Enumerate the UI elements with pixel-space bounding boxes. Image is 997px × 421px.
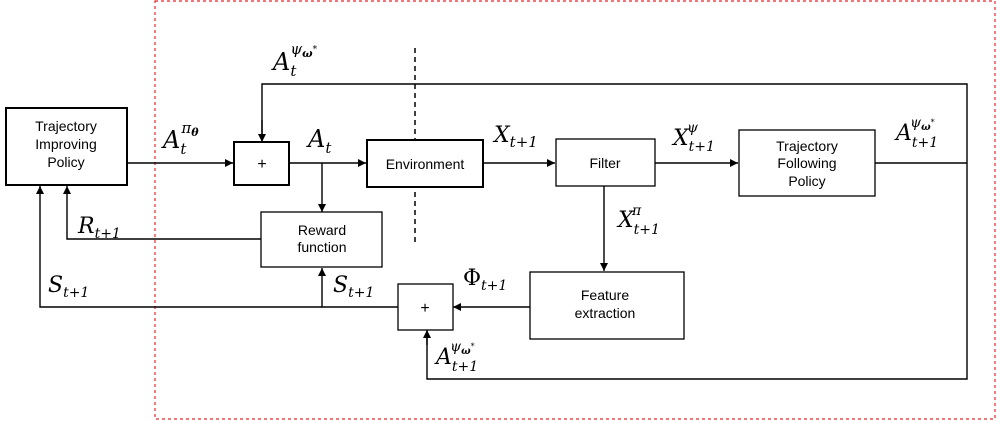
block-sum-top: + [233, 141, 290, 186]
signal-label-x-t1-pi: Xt+1π [616, 203, 660, 238]
block-label: Environment [386, 156, 465, 172]
plus-symbol: + [420, 300, 429, 317]
system-boundary [154, 0, 996, 420]
signal-label-a-t1-psi-omega-right: At+1ψω* [894, 115, 938, 151]
signal-label-a-t1-psi-omega-bottom: At+1ψω* [434, 339, 478, 375]
signal-label-s-t1-left: St+1 [48, 273, 89, 301]
wire-feedback-loop-right [261, 83, 968, 380]
block-label: Filter [589, 155, 620, 171]
block-label-line: Policy [47, 154, 84, 170]
block-reward-function: Reward function [260, 211, 383, 268]
signal-label-x-t1-psi: Xt+1ψ [671, 120, 715, 155]
signal-label-s-t1-mid: St+1 [333, 273, 374, 301]
wire-state-to-policy [36, 186, 322, 308]
signal-label-a-t: At [306, 125, 332, 157]
signal-label-a-t-pi-theta: Atπθ [161, 119, 199, 158]
block-label-line: Trajectory [776, 138, 838, 154]
block-environment: Environment [366, 139, 484, 188]
block-feature-extraction: Feature extraction [529, 271, 685, 340]
block-filter: Filter [555, 138, 656, 187]
signal-label-phi-t1: Φt+1 [463, 266, 507, 294]
block-label-line: Feature [581, 287, 629, 303]
signal-label-x-t1: Xt+1 [492, 123, 538, 151]
block-label-line: Trajectory [35, 118, 97, 134]
block-label-line: Policy [788, 173, 825, 189]
block-trajectory-improving-policy: Trajectory Improving Policy [5, 107, 128, 186]
wire-reward-to-policy [63, 186, 261, 240]
signal-label-r-t1: Rt+1 [77, 214, 121, 242]
signal-label-a-t-psi-omega: Atψω* [271, 40, 318, 80]
block-label-line: Following [777, 155, 836, 171]
block-label-line: Reward [298, 222, 346, 238]
block-label-line: function [297, 239, 346, 255]
block-label-line: extraction [575, 305, 636, 321]
block-trajectory-following-policy: Trajectory Following Policy [738, 129, 876, 197]
block-label-line: Improving [35, 136, 96, 152]
plus-symbol: + [257, 156, 266, 173]
block-sum-bottom: + [397, 283, 454, 331]
